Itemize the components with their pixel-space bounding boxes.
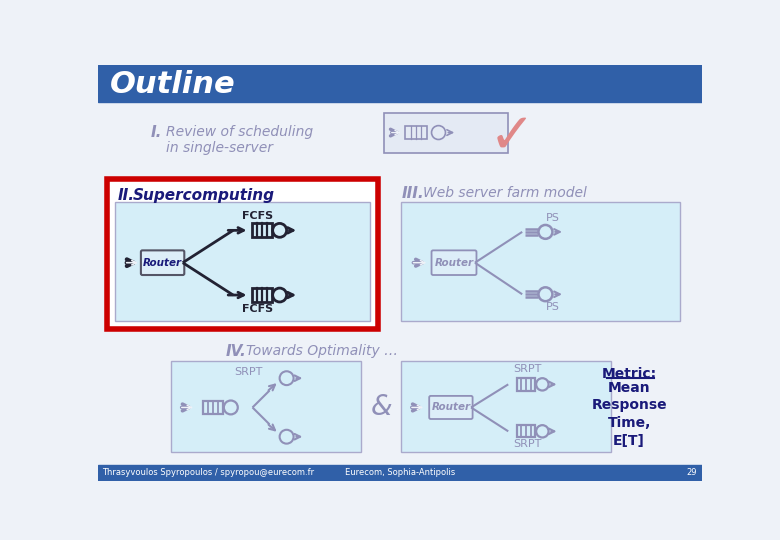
Text: Thrasyvoulos Spyropoulos / spyropou@eurecom.fr: Thrasyvoulos Spyropoulos / spyropou@eure… (102, 468, 314, 477)
Bar (98, 465, 702, 481)
Text: Router: Router (143, 258, 183, 268)
Text: II.: II. (118, 188, 135, 203)
Bar (517, 378, 535, 390)
Bar (252, 288, 272, 302)
Text: 29: 29 (687, 468, 697, 477)
Text: Metric:: Metric: (601, 367, 657, 381)
Text: FCFS: FCFS (243, 211, 274, 221)
Text: Towards Optimality …: Towards Optimality … (246, 343, 399, 357)
Text: Mean
Response
Time,
E[T]: Mean Response Time, E[T] (591, 381, 667, 448)
Text: PS: PS (546, 213, 560, 222)
Text: SRPT: SRPT (235, 367, 263, 377)
Bar (203, 401, 223, 414)
Text: Eurecom, Sophia-Antipolis: Eurecom, Sophia-Antipolis (345, 468, 455, 477)
Text: Supercomputing: Supercomputing (133, 188, 275, 203)
Text: ✓: ✓ (489, 111, 535, 165)
Text: Router: Router (431, 402, 470, 413)
Text: SRPT: SRPT (513, 439, 542, 449)
Bar (401, 202, 680, 321)
Bar (252, 224, 272, 237)
Text: SRPT: SRPT (513, 364, 542, 374)
Text: I.: I. (151, 125, 161, 140)
Text: Router: Router (434, 258, 473, 268)
Bar (171, 361, 361, 452)
Bar (401, 361, 611, 452)
Text: Outline: Outline (110, 70, 236, 99)
FancyBboxPatch shape (141, 251, 184, 275)
Bar (107, 179, 378, 329)
Text: Web server farm model: Web server farm model (423, 186, 587, 200)
Bar (115, 202, 370, 321)
Text: PS: PS (546, 302, 560, 312)
Text: IV.: IV. (225, 343, 246, 359)
Text: &: & (371, 394, 393, 421)
Text: FCFS: FCFS (243, 304, 274, 314)
Text: III.: III. (401, 186, 424, 201)
Bar (405, 126, 427, 139)
Text: Review of scheduling
in single-server: Review of scheduling in single-server (165, 125, 313, 155)
Bar (517, 425, 535, 437)
Bar (98, 65, 702, 102)
Bar (385, 112, 509, 153)
FancyBboxPatch shape (431, 251, 477, 275)
FancyBboxPatch shape (429, 396, 473, 419)
